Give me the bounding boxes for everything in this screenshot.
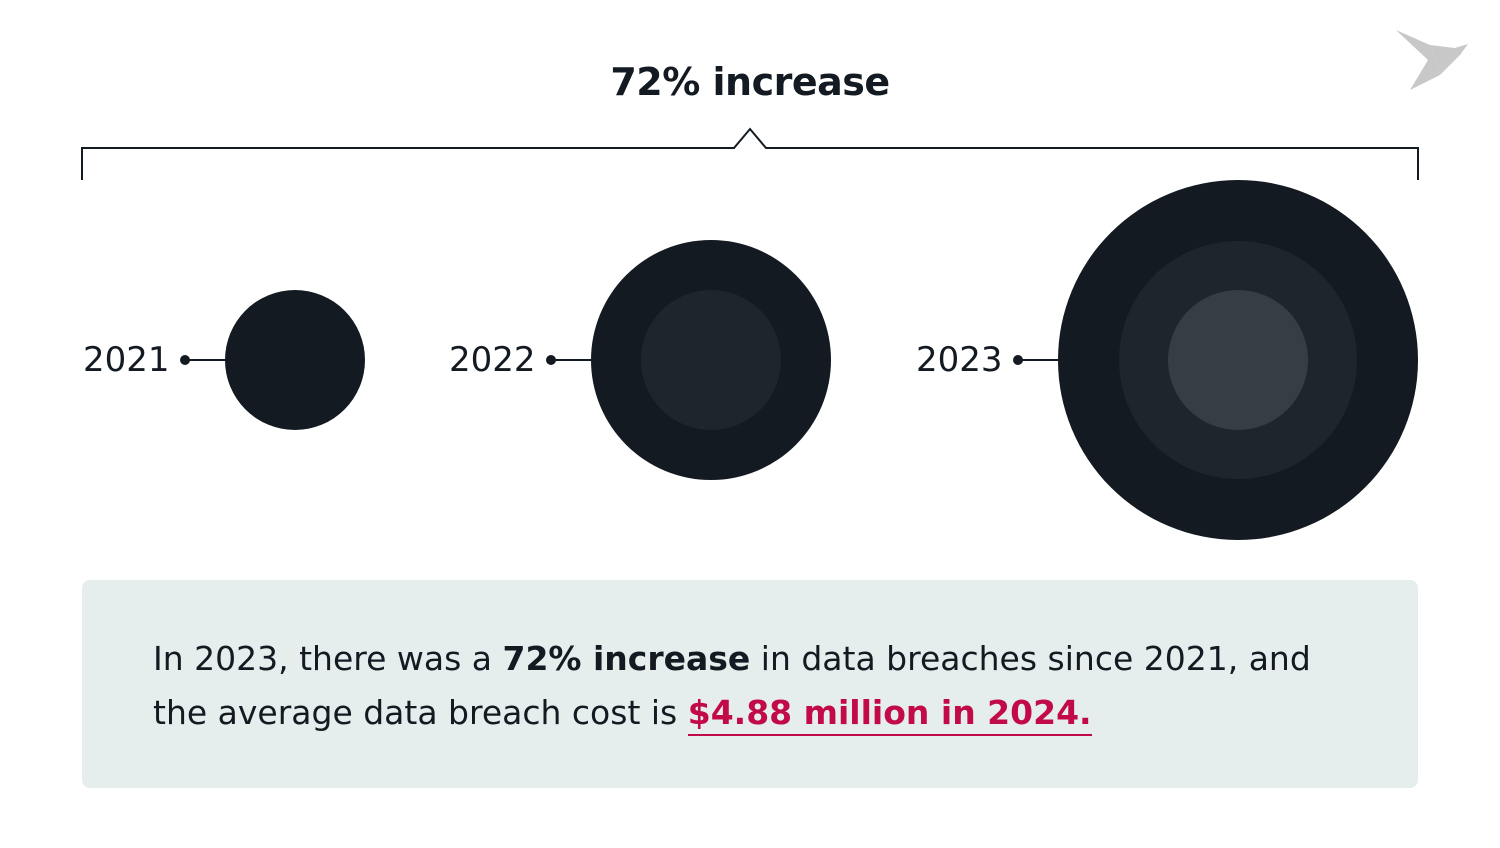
bracket [81,127,1419,180]
circle-2021 [225,290,365,430]
summary-part1: In 2023, there was a [153,639,503,678]
year-label-2021: 2021 [83,340,170,380]
circle-2023 [1058,180,1418,540]
summary-box: In 2023, there was a 72% increase in dat… [82,580,1418,788]
circle-2022 [591,240,831,480]
breach-cost-link[interactable]: $4.88 million in 2024. [687,693,1092,736]
summary-text: In 2023, there was a 72% increase in dat… [153,632,1353,740]
headline: 72% increase [610,60,890,104]
year-label-2022: 2022 [449,340,536,380]
origami-bird-icon [1396,30,1468,90]
summary-part2: in data breaches since 2021, and the ave… [153,639,1311,732]
connector-2022 [546,355,592,365]
year-label-2023: 2023 [916,340,1003,380]
summary-bold: 72% increase [502,639,751,678]
connector-2023 [1013,355,1059,365]
connector-2021 [180,355,226,365]
